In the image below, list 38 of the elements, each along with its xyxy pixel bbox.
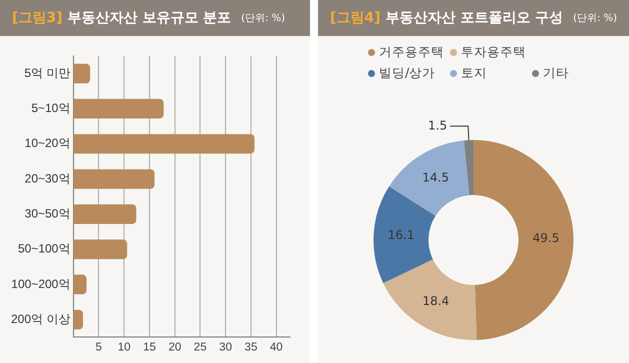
data-label: 49.5 <box>532 230 560 245</box>
legend-label: 거주용주택 <box>378 44 445 61</box>
y-tick-label: 20~30억 <box>24 171 70 186</box>
legend-label: 투자용주택 <box>460 44 527 61</box>
bar <box>73 204 136 224</box>
data-label: 14.5 <box>422 170 449 184</box>
y-tick-label: 5~10억 <box>31 101 70 116</box>
text: (단위: %) <box>573 12 618 25</box>
x-tick-label: 35 <box>244 341 258 354</box>
bar <box>73 98 164 119</box>
x-tick-label: 20 <box>168 341 182 354</box>
y-tick-label: 10~20억 <box>24 136 70 150</box>
legend-label: 기타 <box>542 65 570 82</box>
bar <box>73 64 90 84</box>
bar <box>73 134 254 154</box>
x-tick-label: 30 <box>219 341 232 354</box>
y-tick-label: 30~50억 <box>24 206 70 220</box>
chart-title: [그림3] 부동산자산 보유규모 분포 <box>12 10 232 26</box>
legend-label: 토지 <box>460 65 488 82</box>
data-label: 18.4 <box>422 294 450 308</box>
bar <box>73 310 83 330</box>
legend-label: 빌딩/상가 <box>378 65 436 82</box>
y-tick-label: 5억 미만 <box>24 66 70 80</box>
y-tick-label: 200억 이상 <box>10 312 70 326</box>
data-label: 1.5 <box>428 118 448 132</box>
data-label: 16.1 <box>388 228 414 242</box>
x-tick-label: 15 <box>143 341 156 354</box>
x-tick-label: 5 <box>96 341 102 354</box>
x-tick-label: 10 <box>118 341 130 354</box>
y-tick-label: 50~100억 <box>18 242 70 256</box>
x-tick-label: 40 <box>270 341 283 354</box>
y-tick-label: 100~200억 <box>11 276 70 291</box>
chart-subtitle: (단위: %) <box>241 12 286 25</box>
chart-title: [그림4] 부동산자산 포트폴리오 구성 <box>330 10 564 26</box>
bar <box>73 169 155 189</box>
x-tick-label: 25 <box>194 341 207 354</box>
bar <box>73 240 128 260</box>
bar <box>73 274 87 294</box>
